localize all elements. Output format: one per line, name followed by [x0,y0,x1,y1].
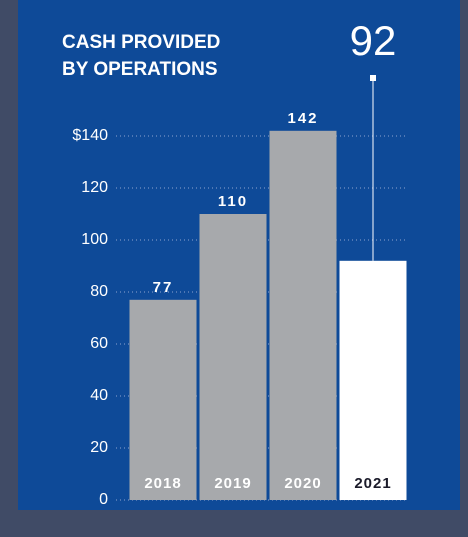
value-label: 77 [153,279,174,296]
y-tick-label: 20 [90,439,108,456]
y-tick-label: 80 [90,283,108,300]
value-label: 92 [350,17,397,64]
value-label: 110 [218,193,248,210]
chart-title: BY OPERATIONS [62,59,218,80]
bar [129,299,197,500]
y-tick-label: 120 [81,179,108,196]
y-tick-label: $140 [72,127,108,144]
x-tick-label: 2020 [284,475,321,492]
x-tick-label: 2019 [214,475,251,492]
y-tick-label: 0 [99,491,108,508]
y-tick-label: 100 [81,231,108,248]
bar [339,260,407,500]
value-label: 142 [287,110,318,127]
chart-title: CASH PROVIDED [62,32,220,53]
bar [269,130,337,501]
bar [199,214,267,500]
x-tick-label: 2021 [354,475,391,492]
leader-dot [370,75,376,81]
y-tick-label: 40 [90,387,108,404]
x-tick-label: 2018 [144,475,181,492]
y-tick-label: 60 [90,335,108,352]
